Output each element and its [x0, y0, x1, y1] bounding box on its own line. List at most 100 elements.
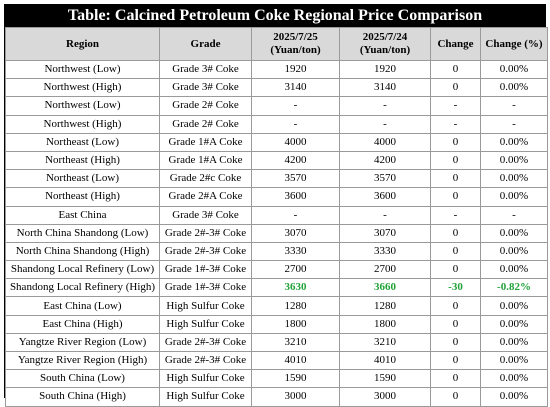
header-grade: Grade — [159, 27, 252, 61]
cell-region: Northeast (Low) — [5, 169, 160, 189]
table-body: Northwest (Low) Grade 3# Coke 1920 1920 0 0.0… — [5, 59, 548, 407]
cell-price-date-2: 1920 — [339, 59, 431, 80]
cell-region: Northwest (High) — [5, 114, 160, 134]
cell-price-date-2: - — [339, 114, 431, 134]
cell-grade: Grade 2# Coke — [159, 114, 252, 134]
cell-region: South China (Low) — [5, 369, 160, 389]
cell-price-date-2: 3140 — [339, 78, 431, 98]
cell-price-date-2: 2700 — [339, 260, 431, 280]
cell-grade: High Sulfur Coke — [159, 387, 252, 407]
cell-price-date-2: 3600 — [339, 187, 431, 207]
cell-price-date-2: 3660 — [339, 278, 431, 298]
header-date-2-unit: (Yuan/ton) — [359, 44, 411, 56]
table-row: Northwest (Low) Grade 2# Coke - - - - — [5, 96, 548, 116]
cell-change-pct: 0.00% — [480, 387, 548, 407]
cell-change-pct: 0.00% — [480, 78, 548, 98]
header-date-2: 2025/7/24 (Yuan/ton) — [339, 27, 431, 61]
cell-price-date-2: 3330 — [339, 241, 431, 262]
cell-region: Northwest (Low) — [5, 96, 160, 116]
table-row: Northeast (Low) Grade 1#A Coke 4000 4000 0 0.… — [5, 132, 548, 152]
cell-price-date-1: 3330 — [251, 241, 340, 262]
cell-price-date-1: - — [251, 96, 340, 116]
header-date-1-label: 2025/7/25 — [273, 31, 318, 43]
cell-price-date-1: 1590 — [251, 369, 340, 389]
cell-price-date-1: - — [251, 114, 340, 134]
cell-price-date-1: 3600 — [251, 187, 340, 207]
cell-change: 0 — [430, 78, 481, 98]
cell-change: 0 — [430, 296, 481, 316]
cell-price-date-1: 3140 — [251, 78, 340, 98]
header-region: Region — [5, 27, 160, 61]
cell-change-pct: 0.00% — [480, 260, 548, 280]
cell-change-pct: 0.00% — [480, 59, 548, 80]
table-row: East China (High) High Sulfur Coke 1800 180… — [5, 314, 548, 334]
cell-price-date-2: 3570 — [339, 169, 431, 189]
cell-change-pct: 0.00% — [480, 150, 548, 171]
cell-change-pct: - — [480, 114, 548, 134]
cell-grade: Grade 3# Coke — [159, 59, 252, 80]
cell-price-date-1: 3630 — [251, 278, 340, 298]
cell-change: 0 — [430, 59, 481, 80]
table-row: Yangtze River Region (High) Grade 2#-3# C… — [5, 350, 548, 371]
price-table-container: Table: Calcined Petroleum Coke Regional … — [4, 4, 548, 407]
table-row: Yangtze River Region (Low) Grade 2#-3# Co… — [5, 332, 548, 353]
cell-change-pct: - — [480, 205, 548, 225]
cell-region: East China — [5, 205, 160, 225]
table-row: South China (Low) High Sulfur Coke 1590 159… — [5, 369, 548, 389]
table-row: Shandong Local Refinery (High) Grade 1#-3… — [5, 278, 548, 298]
cell-region: Northwest (High) — [5, 78, 160, 98]
cell-grade: Grade 3# Coke — [159, 78, 252, 98]
cell-price-date-2: 4010 — [339, 350, 431, 371]
cell-change: -30 — [430, 278, 481, 298]
cell-region: Yangtze River Region (Low) — [5, 332, 160, 353]
cell-change: - — [430, 205, 481, 225]
table-row: Northeast (High) Grade 2#A Coke 3600 3600 0 0… — [5, 187, 548, 207]
cell-change-pct: 0.00% — [480, 169, 548, 189]
cell-change: 0 — [430, 260, 481, 280]
cell-region: Northeast (High) — [5, 187, 160, 207]
header-change: Change — [430, 27, 481, 61]
header-row: Region Grade 2025/7/25 (Yuan/ton) 2025/7… — [5, 27, 548, 61]
cell-price-date-2: 3000 — [339, 387, 431, 407]
cell-grade: Grade 2#-3# Coke — [159, 223, 252, 243]
cell-price-date-1: 1280 — [251, 296, 340, 316]
cell-price-date-2: 1590 — [339, 369, 431, 389]
cell-price-date-2: 1280 — [339, 296, 431, 316]
cell-grade: Grade 2#-3# Coke — [159, 332, 252, 353]
cell-price-date-1: 3000 — [251, 387, 340, 407]
cell-price-date-2: - — [339, 205, 431, 225]
cell-change: - — [430, 114, 481, 134]
cell-region: South China (High) — [5, 387, 160, 407]
cell-change: 0 — [430, 169, 481, 189]
table-row: Northwest (Low) Grade 3# Coke 1920 1920 0 0.0… — [5, 59, 548, 80]
cell-change-pct: 0.00% — [480, 132, 548, 152]
cell-change-pct: -0.82% — [480, 278, 548, 298]
cell-price-date-2: 3070 — [339, 223, 431, 243]
table-row: East China (Low) High Sulfur Coke 1280 1280… — [5, 296, 548, 316]
table-row: East China Grade 3# Coke - - - - — [5, 205, 548, 225]
cell-region: East China (High) — [5, 314, 160, 334]
cell-region: Shandong Local Refinery (Low) — [5, 260, 160, 280]
cell-change-pct: 0.00% — [480, 350, 548, 371]
cell-grade: Grade 2#A Coke — [159, 187, 252, 207]
table-row: North China Shandong (High) Grade 2#-3# C… — [5, 241, 548, 262]
cell-change-pct: 0.00% — [480, 332, 548, 353]
cell-change: 0 — [430, 369, 481, 389]
cell-region: North China Shandong (Low) — [5, 223, 160, 243]
cell-price-date-2: 3210 — [339, 332, 431, 353]
cell-price-date-1: 4010 — [251, 350, 340, 371]
cell-grade: High Sulfur Coke — [159, 314, 252, 334]
cell-grade: Grade 1#A Coke — [159, 132, 252, 152]
cell-price-date-1: 4000 — [251, 132, 340, 152]
table-row: Shandong Local Refinery (Low) Grade 1#-3#… — [5, 260, 548, 280]
cell-change-pct: 0.00% — [480, 223, 548, 243]
cell-change: - — [430, 96, 481, 116]
cell-region: East China (Low) — [5, 296, 160, 316]
header-date-1-unit: (Yuan/ton) — [270, 44, 321, 56]
header-date-1: 2025/7/25 (Yuan/ton) — [251, 27, 340, 61]
cell-grade: Grade 2#-3# Coke — [159, 350, 252, 371]
cell-region: Northeast (Low) — [5, 132, 160, 152]
header-change-pct: Change (%) — [480, 27, 548, 61]
cell-change-pct: 0.00% — [480, 241, 548, 262]
table-row: Northwest (High) Grade 2# Coke - - - - — [5, 114, 548, 134]
